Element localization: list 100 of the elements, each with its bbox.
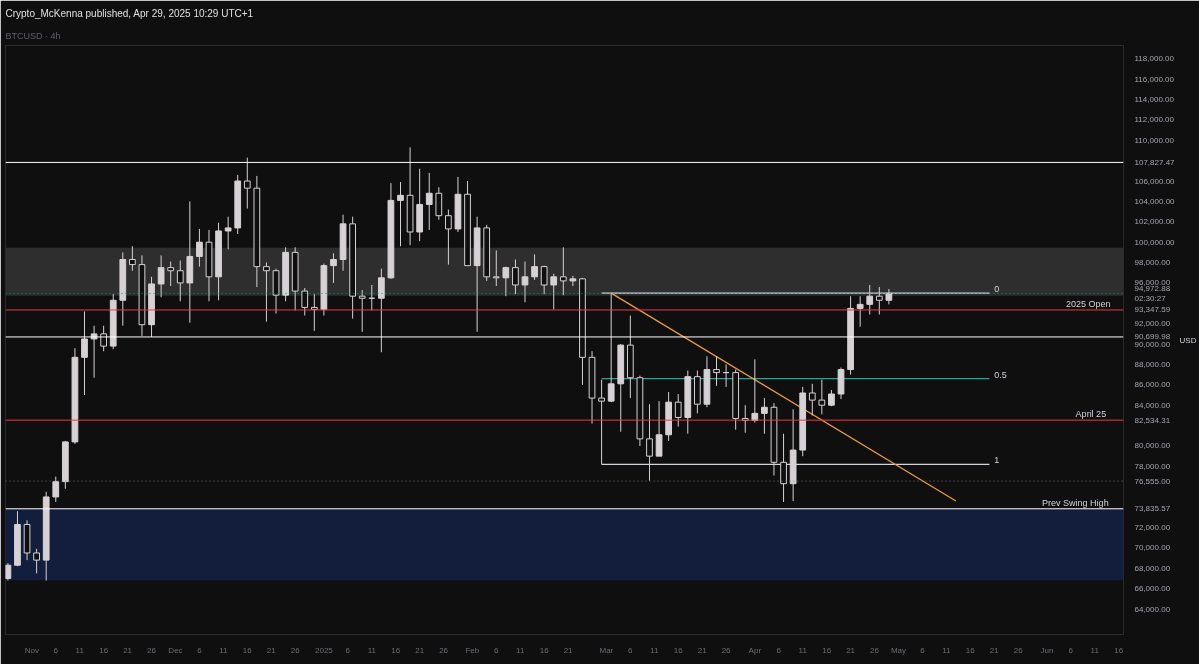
x-tick-label: Dec bbox=[168, 645, 183, 655]
candlestick bbox=[761, 397, 768, 435]
x-tick-label: 16 bbox=[822, 645, 832, 655]
candlestick bbox=[425, 172, 433, 231]
ref-line-label: 107,827.47 bbox=[1134, 157, 1176, 167]
y-tick-label: 114,000.00 bbox=[1134, 95, 1175, 105]
candlestick bbox=[301, 287, 309, 317]
x-tick-label: 26 bbox=[147, 645, 157, 655]
candlestick bbox=[751, 358, 759, 424]
candlestick bbox=[81, 310, 88, 396]
candlestick bbox=[598, 379, 605, 465]
chart-title: Crypto_McKenna published, Apr 29, 2025 10:29 UTC+1 bbox=[5, 7, 254, 19]
x-tick-label: 16 bbox=[99, 645, 109, 655]
ref-line-label: 90,699.98 bbox=[1134, 332, 1171, 342]
x-tick-label: 2025 bbox=[315, 645, 334, 655]
candlestick bbox=[397, 181, 404, 247]
candlestick bbox=[540, 265, 548, 295]
candlestick bbox=[531, 253, 538, 281]
candlestick bbox=[52, 476, 60, 503]
x-tick-label: 6 bbox=[345, 645, 351, 655]
y-tick-label: 84,000.00 bbox=[1134, 400, 1171, 410]
x-tick-label: 6 bbox=[494, 645, 500, 655]
y-tick-label: 112,000.00 bbox=[1134, 115, 1175, 125]
x-tick-label: 21 bbox=[989, 645, 1000, 655]
x-tick-label: Feb bbox=[465, 645, 480, 655]
y-tick-label: 80,000.00 bbox=[1134, 441, 1171, 451]
x-tick-label: 11 bbox=[516, 645, 525, 655]
y-tick-label: 64,000.00 bbox=[1134, 604, 1171, 614]
candlestick bbox=[157, 254, 165, 298]
x-tick-label: 16 bbox=[242, 645, 253, 655]
candlestick bbox=[167, 261, 175, 287]
x-tick-label: Nov bbox=[24, 645, 39, 655]
x-tick-label: 26 bbox=[1013, 645, 1024, 655]
y-axis-title: USD bbox=[1179, 335, 1197, 345]
x-tick-label: 16 bbox=[539, 645, 550, 655]
y-tick-label: 92,000.00 bbox=[1134, 319, 1171, 329]
x-tick-label: 21 bbox=[697, 645, 708, 655]
x-tick-label: Jun bbox=[1040, 645, 1054, 655]
candlestick bbox=[358, 289, 366, 333]
candlestick bbox=[713, 355, 720, 387]
candlestick bbox=[550, 273, 558, 310]
y-tick-label: 68,000.00 bbox=[1134, 563, 1171, 573]
x-tick-label: Apr bbox=[748, 645, 762, 655]
x-tick-label: 16 bbox=[673, 645, 684, 655]
candlestick bbox=[655, 400, 663, 457]
chart-subtitle: BTCUSD · 4h bbox=[5, 30, 61, 41]
y-tick-label: 106,000.00 bbox=[1134, 176, 1176, 186]
candlestick bbox=[559, 246, 567, 296]
candlestick bbox=[224, 216, 232, 250]
ref-line-label: 82,534.31 bbox=[1134, 415, 1171, 425]
y-tick-label: 102,000.00 bbox=[1134, 217, 1176, 227]
y-tick-label: 70,000.00 bbox=[1134, 543, 1171, 553]
candlestick bbox=[263, 262, 270, 323]
candlestick bbox=[176, 260, 184, 302]
x-tick-label: 21 bbox=[846, 645, 856, 655]
y-tick-label: 98,000.00 bbox=[1134, 258, 1171, 268]
x-tick-label: 6 bbox=[776, 645, 782, 655]
x-tick-label: 21 bbox=[415, 645, 425, 655]
x-tick-label: 21 bbox=[266, 645, 277, 655]
y-tick-label: 100,000.00 bbox=[1134, 237, 1176, 247]
candlestick bbox=[196, 228, 203, 268]
y-tick-label: 116,000.00 bbox=[1134, 74, 1175, 84]
x-tick-label: Mar bbox=[599, 645, 614, 655]
x-tick-label: 21 bbox=[563, 645, 574, 655]
annotation: 0 bbox=[994, 284, 1000, 295]
candlestick bbox=[243, 157, 251, 210]
candlestick bbox=[569, 275, 577, 287]
candlestick bbox=[492, 249, 500, 287]
y-tick-label: 104,000.00 bbox=[1134, 196, 1176, 206]
annotation: 0.5 bbox=[994, 369, 1007, 380]
candlestick bbox=[129, 245, 136, 272]
x-tick-label: 26 bbox=[439, 645, 449, 655]
y-tick-label: 78,000.00 bbox=[1134, 461, 1171, 471]
candlestick bbox=[808, 383, 816, 416]
x-tick-label: 21 bbox=[123, 645, 133, 655]
x-tick-label: 16 bbox=[965, 645, 976, 655]
annotation: 1 bbox=[994, 455, 1000, 466]
x-tick-label: 26 bbox=[870, 645, 880, 655]
candlestick bbox=[502, 266, 510, 297]
x-tick-label: 11 bbox=[798, 645, 808, 655]
y-tick-label: 90,000.00 bbox=[1134, 339, 1171, 349]
x-tick-label: 11 bbox=[650, 645, 659, 655]
annotation: April 25 bbox=[1075, 409, 1107, 420]
candlestick bbox=[330, 252, 337, 284]
candlestick bbox=[512, 259, 519, 295]
y-tick-label: 66,000.00 bbox=[1134, 584, 1171, 594]
candlestick bbox=[818, 379, 826, 415]
y-tick-label: 72,000.00 bbox=[1134, 523, 1171, 532]
y-tick-label: 118,000.00 bbox=[1134, 54, 1175, 64]
x-tick-label: 26 bbox=[290, 645, 301, 655]
x-tick-label: 6 bbox=[197, 645, 203, 655]
ref-line-label: 73,835.57 bbox=[1134, 504, 1171, 514]
x-tick-label: 6 bbox=[1068, 645, 1074, 655]
candlestick bbox=[674, 393, 682, 428]
annotation: 2025 Open bbox=[1066, 298, 1111, 309]
ref-line-label: 76,555.00 bbox=[1134, 476, 1171, 486]
candlestick bbox=[435, 186, 443, 221]
x-tick-label: May bbox=[890, 645, 907, 655]
x-tick-label: 6 bbox=[920, 645, 926, 655]
candlestick bbox=[856, 295, 864, 328]
